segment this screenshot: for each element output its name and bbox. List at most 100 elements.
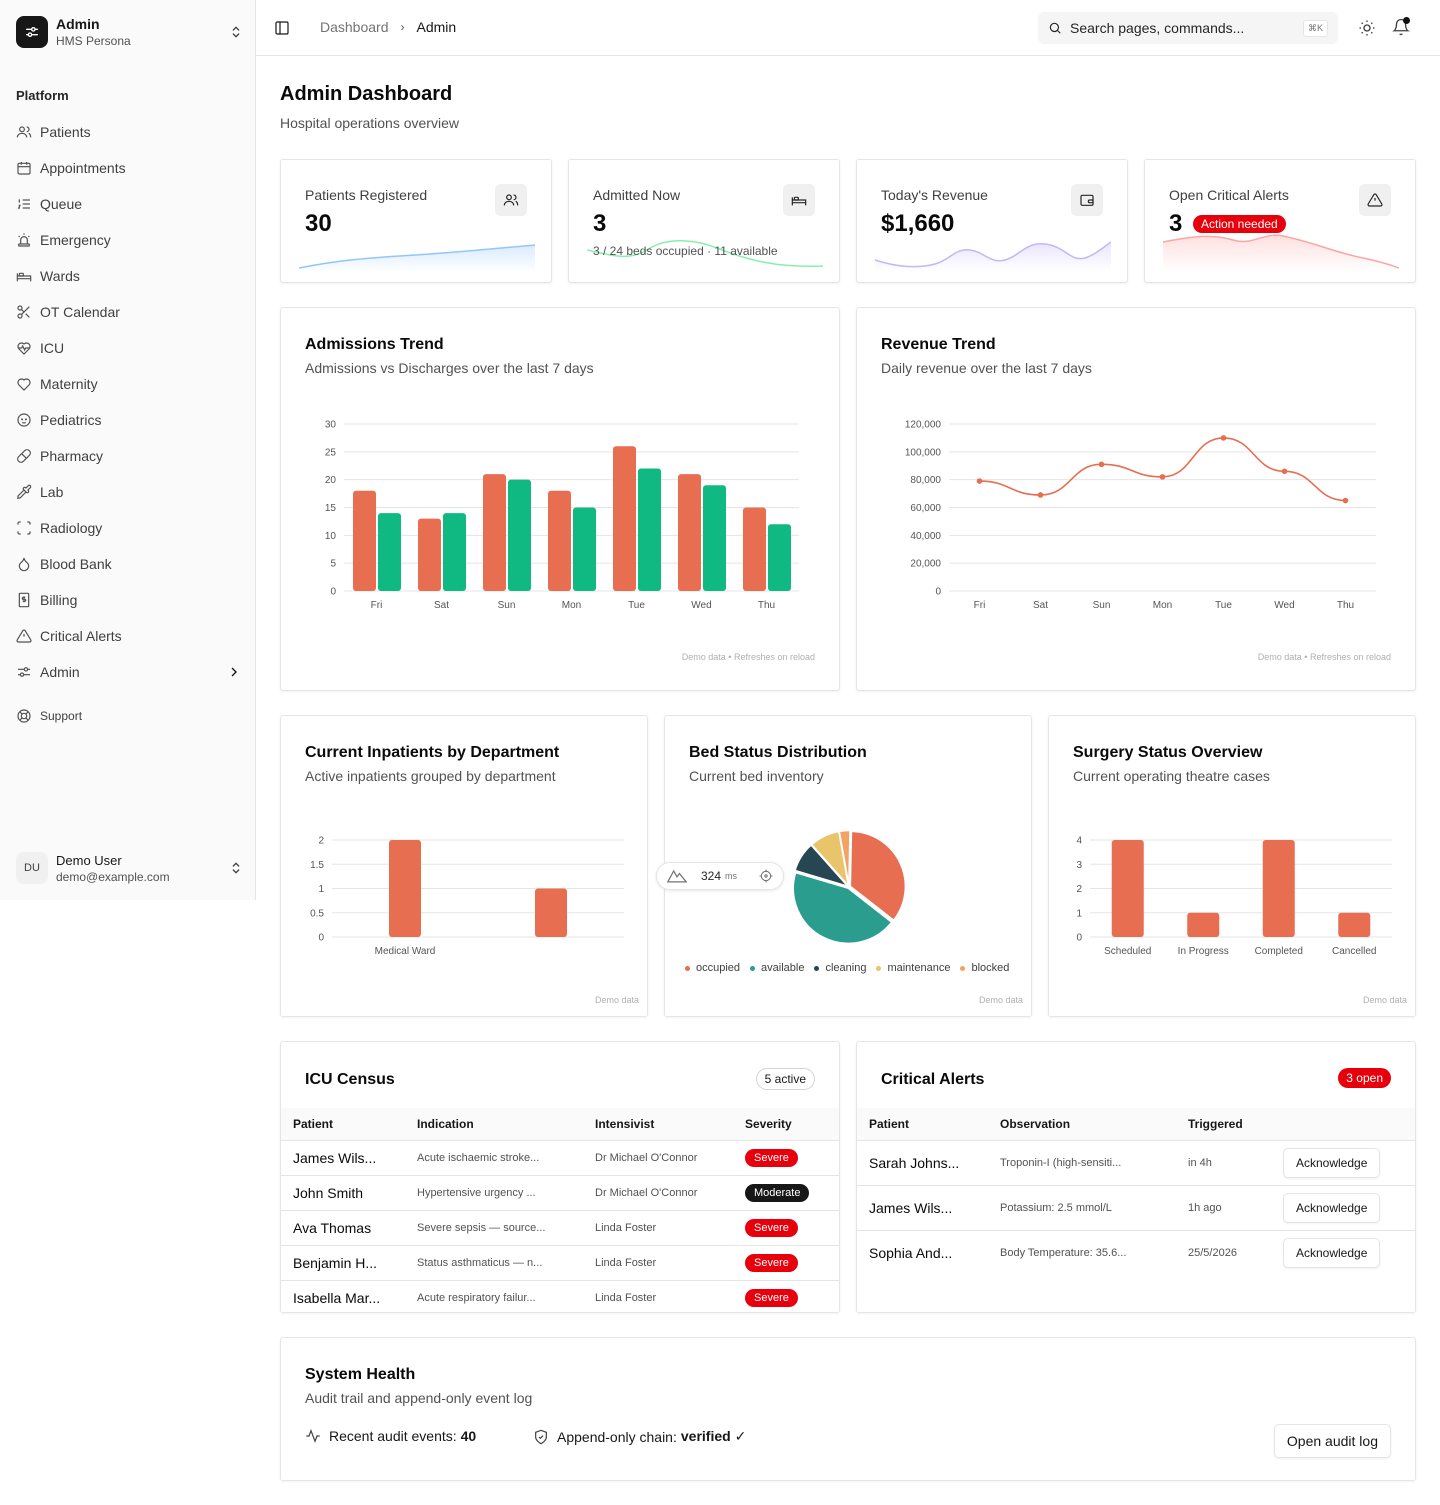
y-tick-label: 30 bbox=[325, 420, 337, 431]
sidebar-item-label: Emergency bbox=[40, 232, 111, 248]
notifications-bell-icon[interactable] bbox=[1392, 18, 1410, 36]
pie-slice bbox=[849, 830, 907, 922]
x-tick-label: Tue bbox=[1215, 600, 1232, 611]
bed-icon bbox=[16, 272, 32, 282]
bar bbox=[573, 507, 596, 591]
wallet-icon bbox=[1071, 184, 1103, 216]
active-count-badge: 5 active bbox=[755, 1068, 815, 1090]
sidebar-item-radiology[interactable]: Radiology bbox=[8, 510, 248, 546]
table-row[interactable]: John Smith Hypertensive urgency ... Dr M… bbox=[281, 1175, 839, 1211]
sidebar-item-queue[interactable]: Queue bbox=[8, 186, 248, 222]
chevron-right-icon bbox=[231, 667, 237, 677]
bar bbox=[1338, 912, 1371, 937]
pie-slice bbox=[794, 844, 851, 888]
workspace-switcher[interactable]: Admin HMS Persona bbox=[16, 14, 244, 50]
heart-icon bbox=[17, 378, 31, 391]
bar bbox=[508, 479, 531, 591]
sidebar-item-label: Blood Bank bbox=[40, 556, 112, 572]
table-row[interactable]: Benjamin H... Status asthmaticus — n... … bbox=[281, 1245, 839, 1281]
sidebar-item-icu[interactable]: ICU bbox=[8, 330, 248, 366]
acknowledge-button[interactable]: Acknowledge bbox=[1283, 1192, 1381, 1223]
sidebar-item-appointments[interactable]: Appointments bbox=[8, 150, 248, 186]
legend-item[interactable]: maintenance bbox=[876, 962, 950, 974]
sidebar-item-label: Wards bbox=[40, 268, 80, 284]
sidebar-item-critical-alerts[interactable]: Critical Alerts bbox=[8, 618, 248, 654]
chevrons-up-down-icon bbox=[232, 26, 240, 38]
revenue-line-chart: 0 20,000 40,000 60,000 80,000 100,000 120,000 F… bbox=[905, 420, 1376, 611]
table-row[interactable]: James Wils... Acute ischaemic stroke... … bbox=[281, 1140, 839, 1176]
table-row[interactable]: Sophia And... Body Temperature: 35.6... … bbox=[857, 1230, 1415, 1275]
sidebar-item-billing[interactable]: Billing bbox=[8, 582, 248, 618]
stat-label: Today's Revenue bbox=[881, 187, 988, 203]
theme-toggle-sun-icon[interactable] bbox=[1358, 19, 1376, 37]
sidebar-item-pharmacy[interactable]: Pharmacy bbox=[8, 438, 248, 474]
sidebar-item-label: Radiology bbox=[40, 520, 103, 536]
search-placeholder: Search pages, commands... bbox=[1070, 20, 1245, 36]
sidebar-item-support[interactable]: Support bbox=[16, 708, 82, 724]
acknowledge-button[interactable]: Acknowledge bbox=[1283, 1237, 1381, 1268]
stat-label: Admitted Now bbox=[593, 187, 681, 203]
table-row[interactable]: Sarah Johns... Troponin-I (high-sensiti.… bbox=[857, 1140, 1415, 1186]
open-audit-log-button[interactable]: Open audit log bbox=[1273, 1424, 1391, 1458]
bar bbox=[389, 840, 421, 937]
card-title: System Health bbox=[305, 1366, 416, 1383]
sidebar-item-label: Queue bbox=[40, 196, 83, 212]
card-title: ICU Census bbox=[305, 1071, 395, 1088]
y-tick-label: 0.5 bbox=[310, 908, 324, 919]
patient-name: James Wils... bbox=[281, 1140, 405, 1176]
table-row[interactable]: James Wils... Potassium: 2.5 mmol/L 1h a… bbox=[857, 1185, 1415, 1231]
column-header: Indication bbox=[405, 1108, 583, 1141]
devtools-indicator[interactable]: 324 ms bbox=[656, 862, 784, 890]
chevrons-up-down-icon bbox=[232, 862, 240, 874]
pill-icon bbox=[17, 449, 31, 463]
severity-badge: Severe bbox=[745, 1148, 798, 1167]
sidebar-item-admin[interactable]: Admin bbox=[8, 654, 248, 690]
breadcrumb-dashboard[interactable]: Dashboard bbox=[320, 19, 389, 35]
sidebar-item-blood-bank[interactable]: Blood Bank bbox=[8, 546, 248, 582]
table-row[interactable]: Isabella Mar... Acute respiratory failur… bbox=[281, 1280, 839, 1312]
sliders-logo-icon bbox=[16, 16, 48, 48]
acknowledge-button[interactable]: Acknowledge bbox=[1283, 1147, 1381, 1178]
card-title: Bed Status Distribution bbox=[689, 744, 867, 761]
sidebar-item-pediatrics[interactable]: Pediatrics bbox=[8, 402, 248, 438]
data-point bbox=[1159, 474, 1166, 480]
card-title: Current Inpatients by Department bbox=[305, 744, 560, 761]
legend-item[interactable]: cleaning bbox=[814, 962, 866, 974]
column-header: Intensivist bbox=[583, 1108, 733, 1141]
table-header-row: Patient Observation Triggered bbox=[857, 1108, 1415, 1141]
patient-name: Benjamin H... bbox=[281, 1245, 405, 1281]
avatar: DU bbox=[16, 852, 48, 884]
intensivist: Dr Michael O'Connor bbox=[583, 1140, 733, 1176]
admitted-sparkline bbox=[587, 240, 823, 268]
user-email: demo@example.com bbox=[56, 869, 170, 884]
legend-item[interactable]: available bbox=[750, 962, 804, 974]
legend-item[interactable]: occupied bbox=[685, 962, 740, 974]
sidebar-item-patients[interactable]: Patients bbox=[8, 114, 248, 150]
scan-icon bbox=[17, 521, 31, 535]
pipette-icon bbox=[16, 484, 32, 500]
breadcrumb: Dashboard › Admin bbox=[320, 19, 456, 35]
search-icon bbox=[1049, 22, 1061, 34]
sidebar-item-label: Critical Alerts bbox=[40, 628, 122, 644]
list-ordered-icon bbox=[17, 199, 30, 209]
sidebar-item-emergency[interactable]: Emergency bbox=[8, 222, 248, 258]
audit-label: Recent audit events: bbox=[329, 1428, 457, 1444]
sidebar-item-ot-calendar[interactable]: OT Calendar bbox=[8, 294, 248, 330]
sidebar-item-maternity[interactable]: Maternity bbox=[8, 366, 248, 402]
legend-item[interactable]: blocked bbox=[960, 962, 1009, 974]
sidebar-item-label: OT Calendar bbox=[40, 304, 120, 320]
sidebar-toggle-icon[interactable] bbox=[274, 20, 290, 36]
sidebar-item-wards[interactable]: Wards bbox=[8, 258, 248, 294]
command-search[interactable]: Search pages, commands... ⌘K bbox=[1038, 12, 1338, 44]
column-header: Patient bbox=[857, 1108, 988, 1141]
chart-footnote: Demo data bbox=[594, 995, 639, 1005]
sidebar-item-lab[interactable]: Lab bbox=[8, 474, 248, 510]
y-tick-label: 20,000 bbox=[910, 559, 941, 570]
sidebar-item-label: Patients bbox=[40, 124, 91, 140]
indication: Acute ischaemic stroke... bbox=[405, 1140, 583, 1176]
bar bbox=[418, 518, 441, 591]
column-header: Observation bbox=[988, 1108, 1176, 1141]
table-row[interactable]: Ava Thomas Severe sepsis — source... Lin… bbox=[281, 1210, 839, 1246]
alert-triangle-icon bbox=[16, 629, 32, 643]
user-menu[interactable]: DU Demo User demo@example.com bbox=[16, 850, 244, 886]
